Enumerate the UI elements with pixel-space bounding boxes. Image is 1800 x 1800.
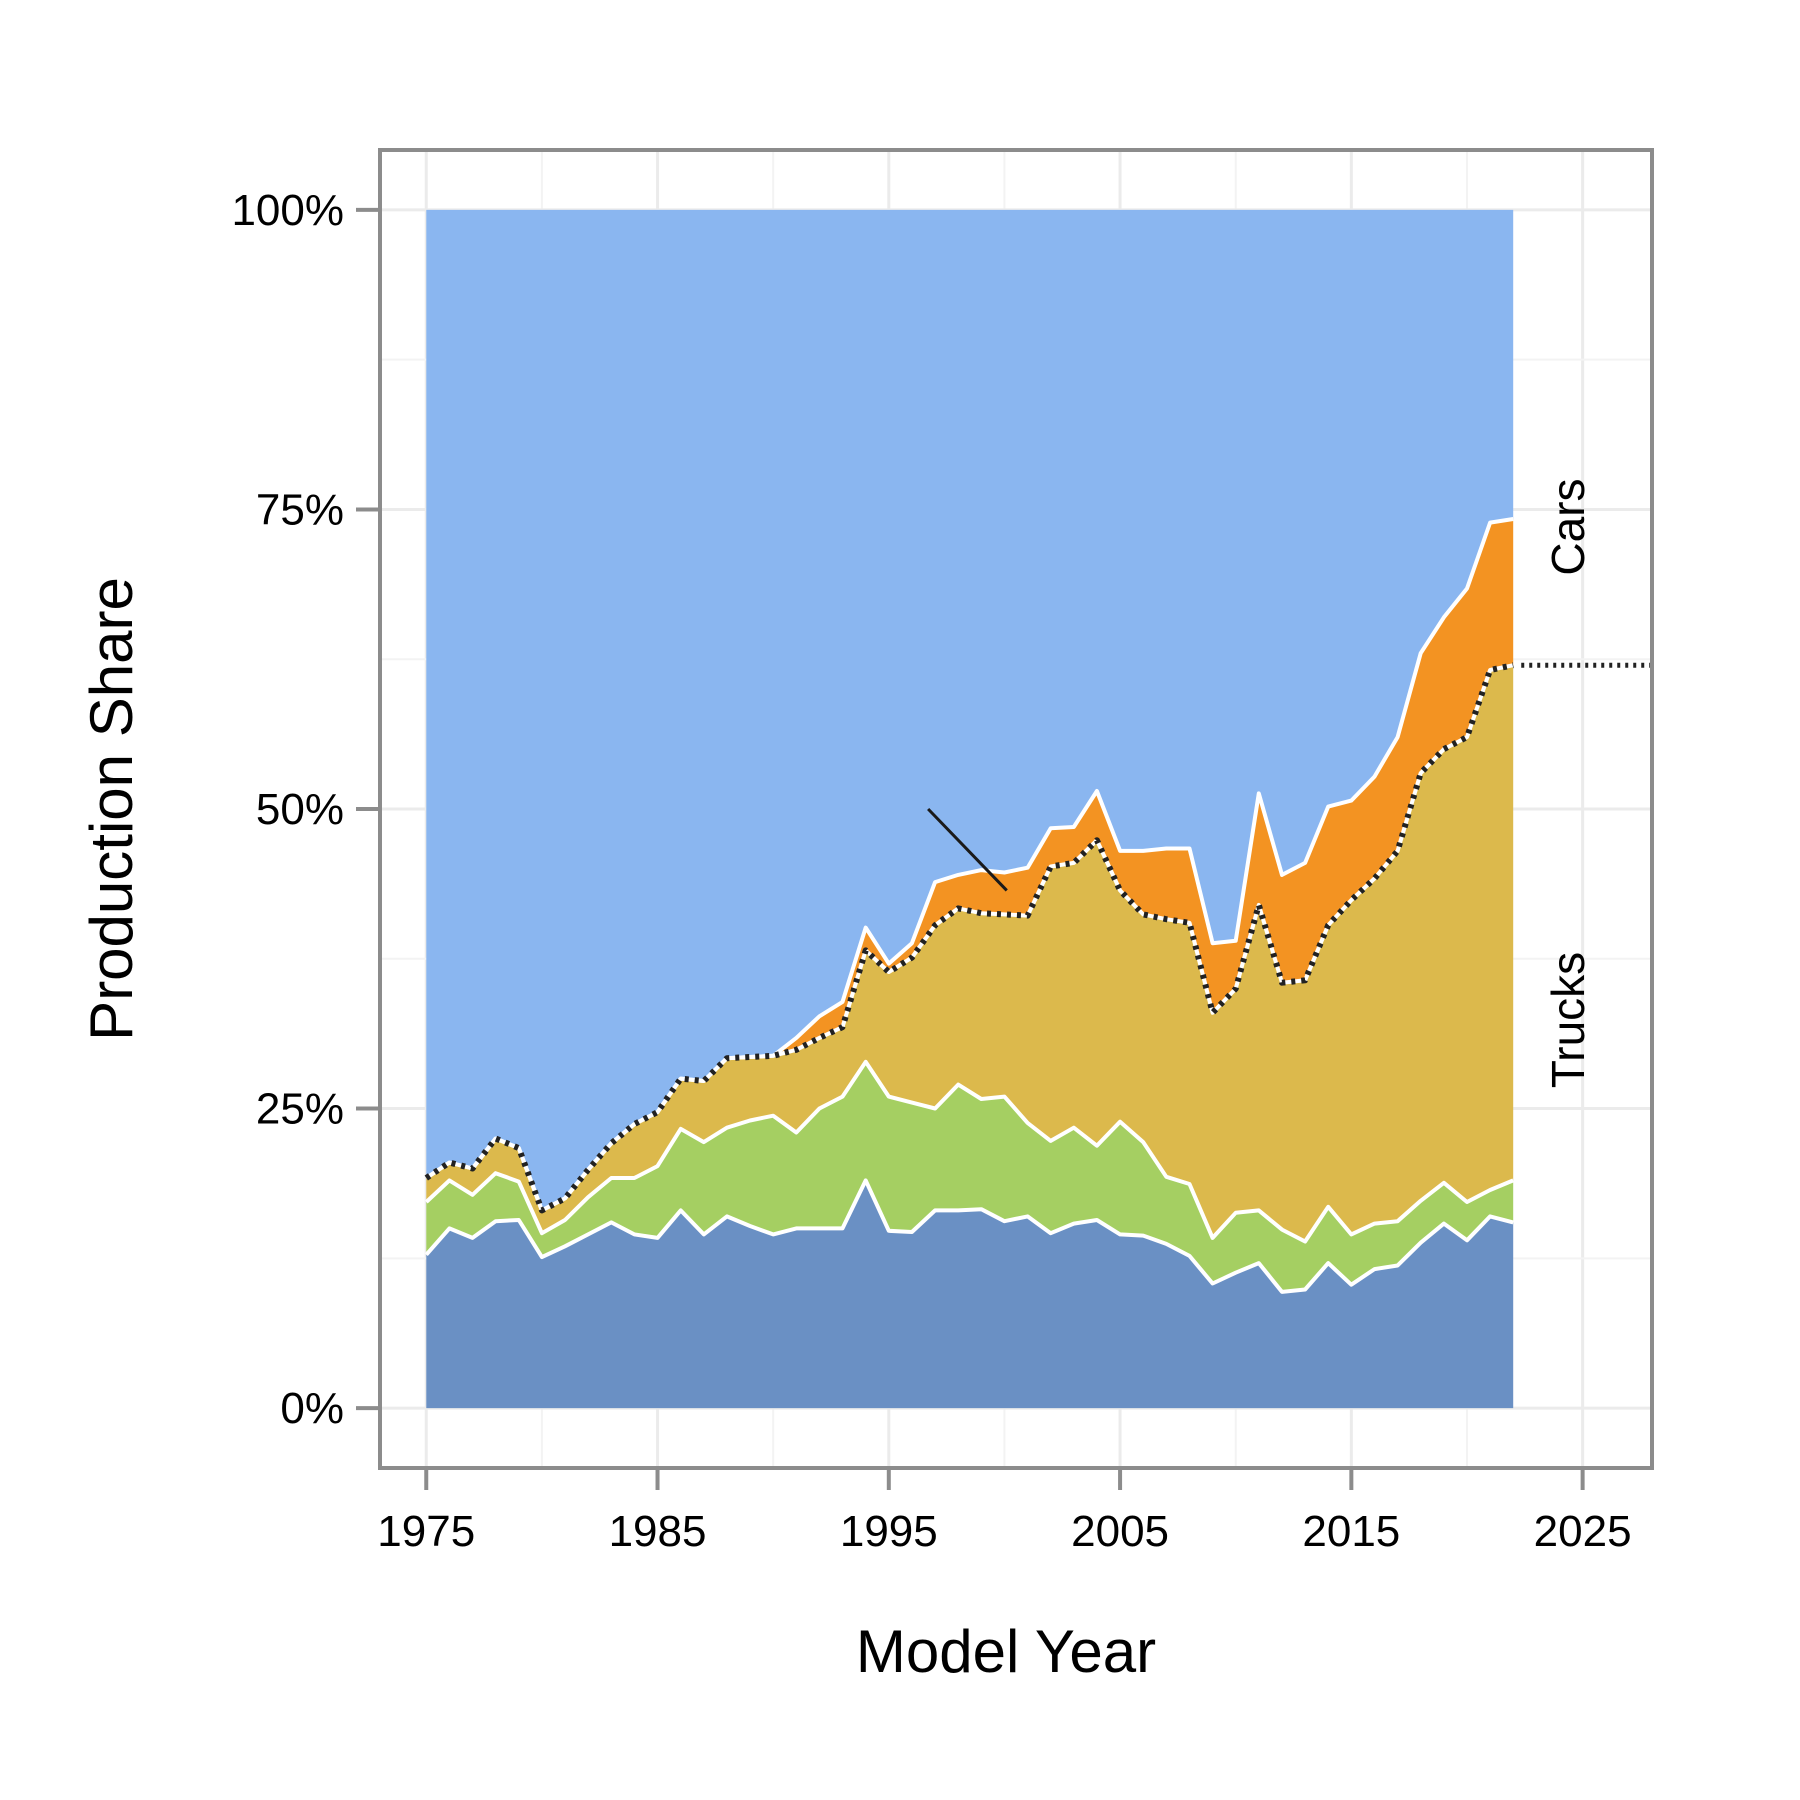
- x-tick-label: 1975: [377, 1507, 475, 1556]
- series-label-cars: Cars: [1542, 478, 1594, 575]
- area-sedan-wagon: [426, 209, 1514, 1211]
- y-tick-label: 50%: [256, 785, 344, 834]
- truck-car-split-line: [424, 662, 1514, 1214]
- callout-line: [927, 807, 1008, 892]
- overlay-lines: [424, 517, 1652, 1294]
- y-tick-label: 0%: [280, 1384, 344, 1433]
- x-axis-title: Model Year: [856, 1618, 1156, 1685]
- series-boundary-line: [424, 1178, 1514, 1294]
- y-axis: 0% 25% 50% 75% 100%: [231, 186, 380, 1433]
- x-tick-label: 2025: [1534, 1507, 1632, 1556]
- stacked-areas: [426, 209, 1514, 1409]
- x-tick-label: 1995: [840, 1507, 938, 1556]
- area-van: [426, 1061, 1514, 1292]
- y-tick-label: 100%: [231, 186, 344, 235]
- series-boundary-line: [424, 1059, 1514, 1244]
- x-tick-label: 2015: [1302, 1507, 1400, 1556]
- y-tick-label: 25%: [256, 1085, 344, 1134]
- x-tick-label: 1985: [609, 1507, 707, 1556]
- series-label-trucks: Trucks: [1542, 952, 1594, 1088]
- area-pickup: [426, 1180, 1514, 1409]
- x-axis: 1975 1985 1995 2005 2015 2025: [377, 1468, 1632, 1556]
- y-tick-label: 75%: [256, 485, 344, 534]
- x-tick-label: 2005: [1071, 1507, 1169, 1556]
- y-axis-title: Production Share: [78, 577, 145, 1041]
- area-truck-suv: [426, 665, 1514, 1242]
